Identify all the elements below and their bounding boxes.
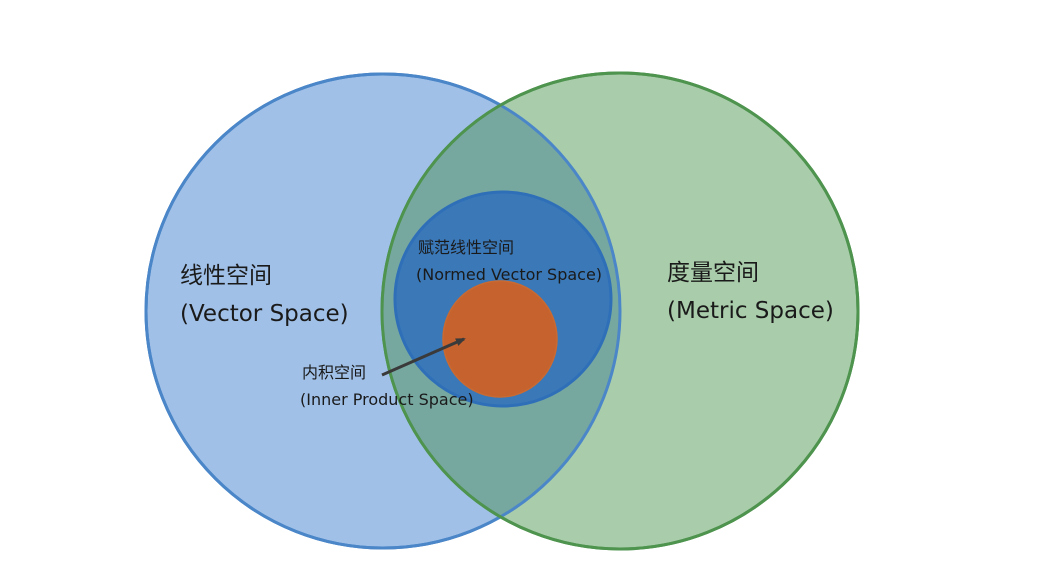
vector-space-label-zh: 线性空间 [180,263,272,289]
inner-product-arrow [381,337,466,377]
normed-space-label-en: (Normed Vector Space) [416,265,602,284]
inner-product-space-circle [442,280,558,398]
inner-product-label-zh: 内积空间 [302,363,366,382]
metric-space-label-en: (Metric Space) [667,298,834,324]
metric-space-outline [380,71,860,551]
metric-space-label-zh: 度量空间 [667,260,759,286]
normed-space-label-zh: 赋范线性空间 [418,238,514,257]
vector-space-label-en: (Vector Space) [180,301,349,327]
watermark: 知乎 @杂事勿扰 [794,521,992,552]
vector-space-outline [144,72,622,550]
inner-product-label-en: (Inner Product Space) [300,390,474,409]
